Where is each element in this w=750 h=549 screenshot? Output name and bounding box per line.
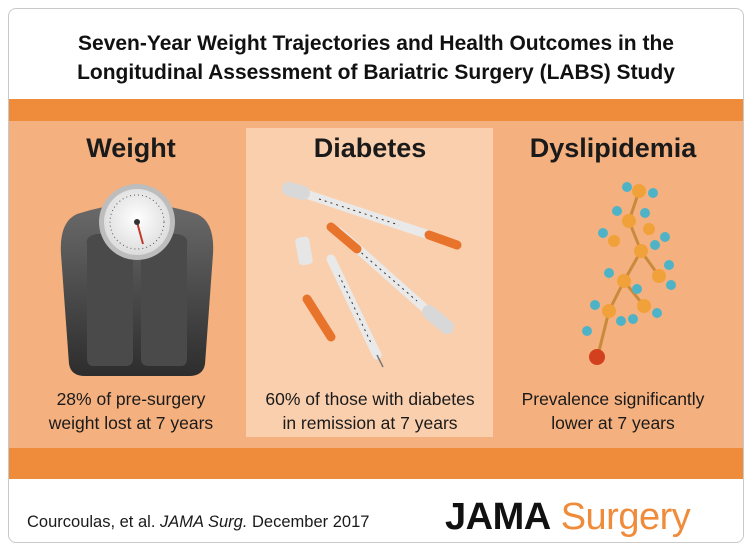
syringe-cap bbox=[302, 294, 336, 342]
diabetes-caption-line-1: 60% of those with diabetes bbox=[265, 389, 475, 409]
diabetes-heading: Diabetes bbox=[313, 133, 427, 163]
insulin-syringes-icon bbox=[282, 182, 462, 368]
weight-caption-line-2: weight lost at 7 years bbox=[48, 413, 214, 433]
dyslipidemia-caption: Prevalence significantly lower at 7 year… bbox=[493, 387, 733, 435]
diabetes-caption-line-2: in remission at 7 years bbox=[282, 413, 458, 433]
dyslipidemia-caption-line-1: Prevalence significantly bbox=[521, 389, 705, 409]
dyslipidemia-caption-line-2: lower at 7 years bbox=[551, 413, 675, 433]
syringe-2 bbox=[326, 222, 454, 334]
syringe-1 bbox=[282, 182, 462, 250]
weight-caption: 28% of pre-surgery weight lost at 7 year… bbox=[11, 387, 251, 435]
citation-authors: Courcoulas, et al. bbox=[27, 513, 156, 531]
diabetes-caption: 60% of those with diabetes in remission … bbox=[250, 387, 490, 435]
jama-surgery-logo: JAMA Surgery bbox=[445, 496, 691, 539]
lipid-molecule-icon bbox=[582, 182, 676, 365]
syringe-3 bbox=[295, 236, 384, 368]
bathroom-scale-icon bbox=[60, 184, 214, 376]
logo-surgery: Surgery bbox=[560, 496, 691, 538]
infographic-title: Seven-Year Weight Trajectories and Healt… bbox=[9, 29, 743, 87]
logo-jama: JAMA bbox=[445, 496, 551, 538]
weight-caption-line-1: 28% of pre-surgery bbox=[56, 389, 206, 409]
citation-journal: JAMA Surg. bbox=[160, 513, 248, 531]
infographic-card: Seven-Year Weight Trajectories and Healt… bbox=[8, 8, 744, 543]
title-line-2: Longitudinal Assessment of Bariatric Sur… bbox=[77, 61, 675, 84]
diabetes-panel-background bbox=[246, 128, 493, 437]
citation: Courcoulas, et al. JAMA Surg. December 2… bbox=[27, 513, 369, 532]
citation-date: December 2017 bbox=[252, 513, 370, 531]
title-line-1: Seven-Year Weight Trajectories and Healt… bbox=[78, 32, 674, 55]
weight-heading: Weight bbox=[86, 133, 176, 163]
dyslipidemia-heading: Dyslipidemia bbox=[529, 133, 697, 163]
